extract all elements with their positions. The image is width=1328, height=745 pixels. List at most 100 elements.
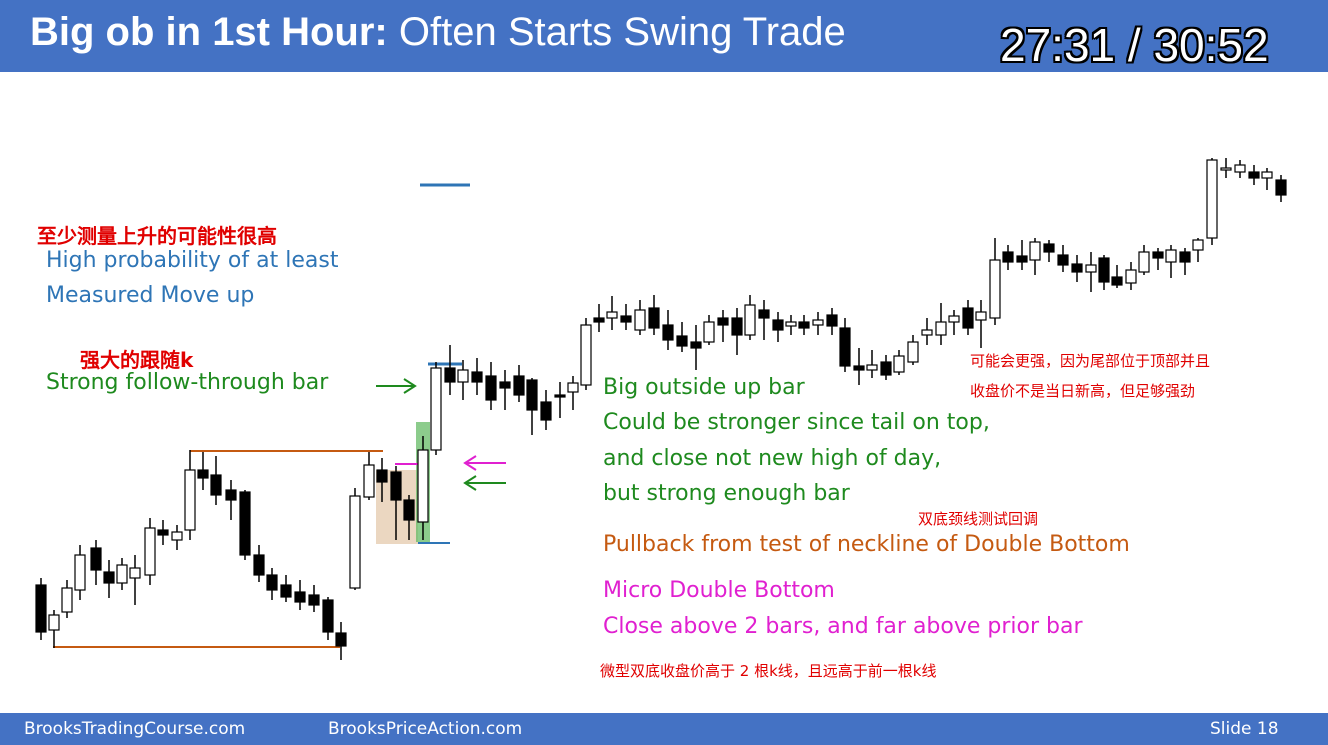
pullback-label: Pullback from test of neckline of Double… — [603, 532, 1130, 557]
footer-left-link[interactable]: BrooksTradingCourse.com — [24, 719, 246, 739]
candlestick — [893, 350, 905, 375]
candlestick — [471, 358, 483, 395]
candlestick — [772, 312, 784, 342]
candlestick — [513, 365, 525, 402]
candlestick — [567, 376, 579, 410]
footer-slide-number: Slide 18 — [1210, 719, 1279, 739]
candlestick — [417, 436, 429, 540]
outside-bar-label-4: but strong enough bar — [603, 481, 850, 506]
candlestick — [116, 558, 128, 590]
candlestick — [322, 597, 334, 640]
slide-header: Big ob in 1st Hour: Often Starts Swing T… — [0, 0, 1328, 72]
candlestick — [444, 345, 456, 395]
measured-move-cn-label: 至少测量上升的可能性很高 — [37, 224, 277, 248]
candlestick — [826, 308, 838, 335]
candlestick — [197, 452, 209, 490]
candlestick — [880, 355, 892, 380]
price-chart — [35, 158, 1287, 660]
follow-through-cn-label: 强大的跟随k — [80, 348, 194, 372]
candlestick — [731, 308, 743, 355]
title-rest-part: Often Starts Swing Trade — [387, 10, 846, 54]
slide-title: Big ob in 1st Hour: Often Starts Swing T… — [30, 10, 846, 55]
candlestick — [103, 560, 115, 598]
candlestick — [526, 378, 538, 435]
candlestick — [1179, 248, 1191, 275]
candlestick — [1043, 240, 1055, 262]
candlestick — [294, 580, 306, 610]
candlestick — [1002, 245, 1014, 270]
candlestick — [280, 575, 292, 602]
candlestick — [48, 610, 60, 648]
candlestick — [485, 362, 497, 410]
measured-move-label-1: High probability of at least — [46, 248, 339, 273]
candlestick — [129, 555, 141, 605]
candlestick — [210, 456, 222, 505]
candlestick — [90, 540, 102, 585]
candlestick — [744, 295, 756, 340]
candlestick — [349, 488, 361, 590]
candlestick — [662, 310, 674, 350]
candlestick — [1275, 175, 1287, 202]
slide-footer: BrooksTradingCourse.com BrooksPriceActio… — [0, 713, 1328, 745]
outside-bar-arrow — [463, 475, 506, 491]
measured-move-label-2: Measured Move up — [46, 283, 255, 308]
candlestick — [921, 318, 933, 345]
candlestick — [580, 318, 592, 390]
candlestick — [554, 382, 566, 418]
candlestick — [1085, 252, 1097, 292]
candlestick — [1192, 238, 1204, 262]
candlestick — [785, 315, 797, 335]
candlestick — [648, 295, 660, 335]
candlestick — [676, 322, 688, 352]
candlestick — [390, 466, 402, 540]
candlestick — [157, 520, 169, 545]
candlestick — [1165, 245, 1177, 278]
outside-bar-label-1: Big outside up bar — [603, 375, 805, 400]
candlestick — [308, 585, 320, 612]
candlestick — [1125, 262, 1137, 290]
candlestick — [989, 238, 1001, 325]
candlestick — [1206, 158, 1218, 245]
micro-db-label-2: Close above 2 bars, and far above prior … — [603, 614, 1083, 639]
right-cn-label-2: 收盘价不是当日新高，但足够强劲 — [970, 382, 1196, 400]
candlestick — [457, 360, 469, 400]
candlestick — [74, 545, 86, 600]
candlestick — [758, 300, 770, 340]
candlestick — [948, 310, 960, 335]
micro-db-arrow — [463, 455, 506, 471]
candlestick — [1029, 238, 1041, 275]
candlestick — [1098, 255, 1110, 290]
candlestick — [935, 303, 947, 345]
candlestick — [962, 300, 974, 335]
candlestick — [225, 480, 237, 520]
outside-bar-label-3: and close not new high of day, — [603, 446, 942, 471]
candlestick — [812, 312, 824, 335]
candlestick — [853, 348, 865, 385]
title-bold-part: Big ob in 1st Hour: — [30, 10, 388, 54]
candlestick — [1071, 255, 1083, 282]
candlestick — [499, 370, 511, 410]
candlestick — [634, 300, 646, 335]
candlesticks — [35, 158, 1287, 660]
candlestick — [839, 318, 851, 372]
candlestick — [430, 362, 442, 455]
candlestick — [171, 525, 183, 550]
candlestick — [620, 304, 632, 330]
candlestick — [335, 622, 347, 660]
candlestick — [690, 325, 702, 370]
candlestick — [376, 458, 388, 502]
candlestick — [253, 545, 265, 582]
candlestick — [61, 580, 73, 618]
pullback-cn-label: 双底颈线测试回调 — [918, 510, 1039, 528]
candlestick — [266, 568, 278, 600]
candlestick — [1016, 240, 1028, 270]
candlestick — [866, 350, 878, 378]
candlestick — [717, 310, 729, 342]
candlestick — [1220, 158, 1232, 178]
follow-through-arrow — [376, 378, 417, 394]
footer-center-link[interactable]: BrooksPriceAction.com — [328, 719, 523, 739]
candlestick — [144, 518, 156, 585]
candlestick — [1057, 245, 1069, 272]
candlestick — [593, 304, 605, 332]
outside-bar-label-2: Could be stronger since tail on top, — [603, 410, 990, 435]
